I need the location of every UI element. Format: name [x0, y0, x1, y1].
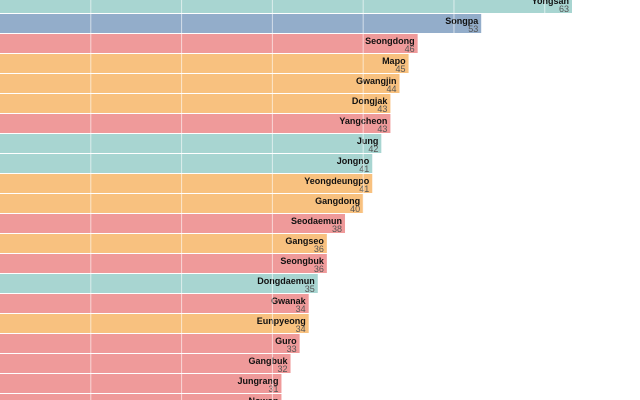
bar-label: Dongjak: [352, 96, 388, 106]
bar-value: 43: [377, 104, 387, 114]
bar-jung: [0, 134, 382, 153]
bar-value: 41: [359, 184, 369, 194]
bar-gangbuk: [0, 354, 291, 373]
bar-label: Songpa: [445, 16, 479, 26]
bar-guro: [0, 334, 300, 353]
bar-nowon: [0, 394, 282, 400]
bar-value: 34: [296, 304, 306, 314]
bar-value: 43: [377, 124, 387, 134]
bar-yongsan: [0, 0, 572, 13]
bar-jungrang: [0, 374, 282, 393]
bar-dongdaemun: [0, 274, 318, 293]
bar-gwangjin: [0, 74, 400, 93]
bar-label: Jung: [357, 136, 379, 146]
bar-label: Gangdong: [315, 196, 360, 206]
bar-value: 32: [278, 364, 288, 374]
bar-jongno: [0, 154, 373, 173]
bar-label: Dongdaemun: [257, 276, 315, 286]
bar-eunpyeong: [0, 314, 309, 333]
bar-label: Seongdong: [365, 36, 415, 46]
bar-label: Seodaemun: [291, 216, 342, 226]
bar-label: Gwangjin: [356, 76, 397, 86]
bar-value: 44: [386, 84, 396, 94]
bar-label: Jungrang: [237, 376, 278, 386]
bar-yangcheon: [0, 114, 391, 133]
bar-value: 33: [287, 344, 297, 354]
bar-label: Gwanak: [271, 296, 307, 306]
bar-label: Jongno: [337, 156, 370, 166]
bar-songpa: [0, 14, 482, 33]
bar-label: Gangseo: [285, 236, 324, 246]
bar-label: Yongsan: [532, 0, 569, 6]
bar-seongbuk: [0, 254, 327, 273]
bar-value: 42: [368, 144, 378, 154]
bar-value: 40: [350, 204, 360, 214]
bar-gwanak: [0, 294, 309, 313]
bar-gangseo: [0, 234, 327, 253]
bar-mapo: [0, 54, 409, 73]
bar-seongdong: [0, 34, 418, 53]
bar-label: Yeongdeungpo: [304, 176, 369, 186]
bar-value: 34: [296, 324, 306, 334]
bar-value: 36: [314, 244, 324, 254]
bar-value: 35: [305, 284, 315, 294]
bar-seodaemun: [0, 214, 346, 233]
bar-label: Nowon: [248, 396, 278, 400]
bar-yeongdeungpo: [0, 174, 373, 193]
bar-label: Seongbuk: [280, 256, 324, 266]
bar-value: 38: [332, 224, 342, 234]
bar-value: 53: [468, 24, 478, 34]
bar-value: 45: [396, 64, 406, 74]
bar-label: Gangbuk: [249, 356, 289, 366]
bar-value: 36: [314, 264, 324, 274]
bar-value: 31: [268, 384, 278, 394]
bar-label: Eunpyeong: [257, 316, 306, 326]
bar-label: Mapo: [382, 56, 406, 66]
bar-label: Guro: [275, 336, 297, 346]
bar-value: 41: [359, 164, 369, 174]
bar-dongjak: [0, 94, 391, 113]
bar-value: 46: [405, 44, 415, 54]
bar-value: 63: [559, 4, 569, 14]
